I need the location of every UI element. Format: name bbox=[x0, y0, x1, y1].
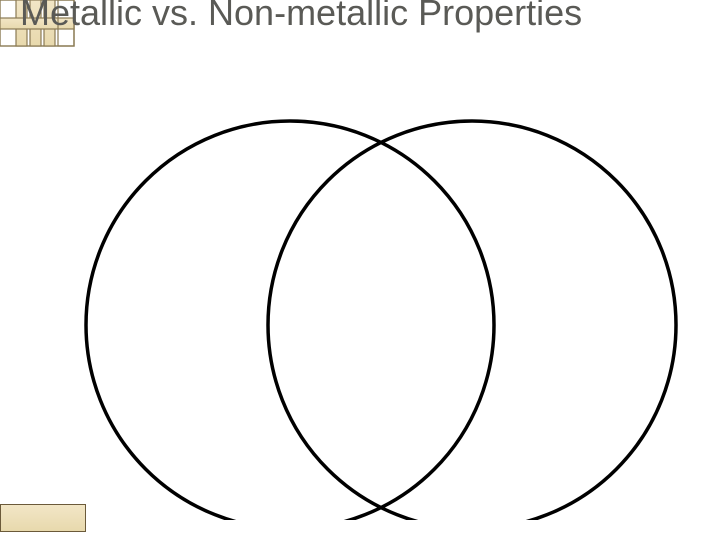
footer-decoration bbox=[0, 504, 86, 532]
venn-diagram bbox=[0, 60, 720, 520]
venn-right-circle bbox=[268, 121, 676, 520]
page-title: Metallic vs. Non-metallic Properties bbox=[20, 0, 700, 32]
venn-left-circle bbox=[86, 121, 494, 520]
